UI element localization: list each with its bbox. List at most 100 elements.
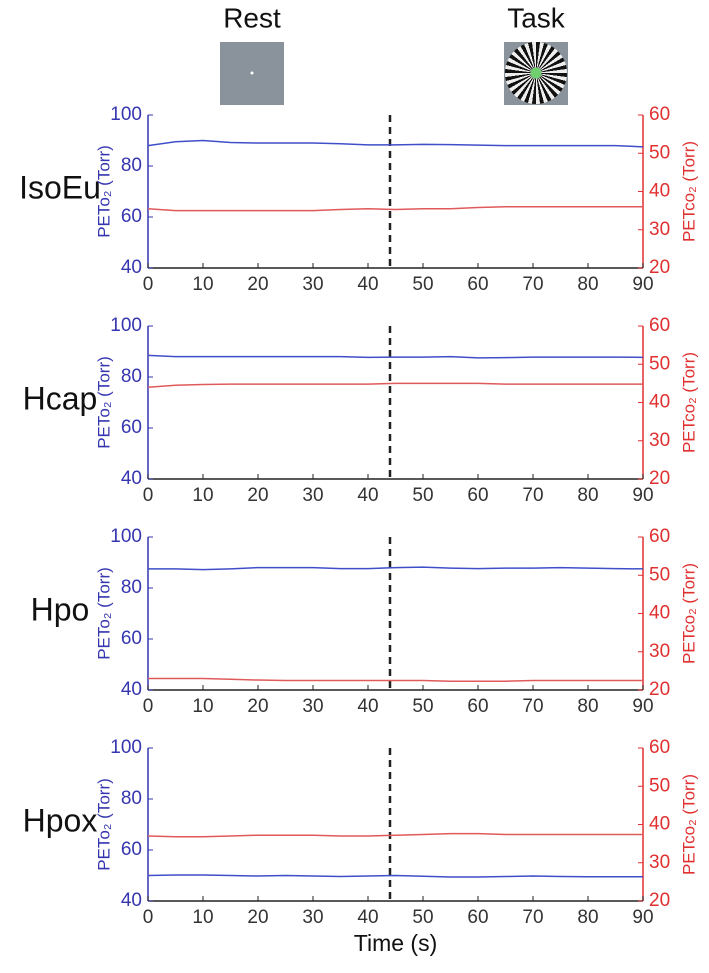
x-tick-label: 80 xyxy=(577,274,598,295)
panel-title: Hcap xyxy=(23,380,98,416)
y-tick-label: 100 xyxy=(110,315,142,336)
x-tick-label: 30 xyxy=(302,274,323,295)
x-tick-label: 20 xyxy=(247,696,268,717)
data-line xyxy=(147,382,643,388)
y2-axis-label: PETco₂ (Torr) xyxy=(679,563,698,664)
y2-tick-label: 60 xyxy=(649,737,670,758)
y2-tick-label: 60 xyxy=(649,104,670,125)
y2-tick-label: 50 xyxy=(649,142,670,163)
x-tick-label: 50 xyxy=(412,274,433,295)
y-tick-label: 60 xyxy=(121,839,142,860)
y2-tick-label: 20 xyxy=(649,468,670,489)
x-tick-label: 30 xyxy=(302,696,323,717)
y-axis-label: PETo₂ (Torr) xyxy=(94,356,113,449)
x-tick-label: 70 xyxy=(522,274,543,295)
x-tick-label: 80 xyxy=(577,907,598,928)
x-tick-label: 0 xyxy=(143,274,154,295)
y-tick-label: 80 xyxy=(121,155,142,176)
y2-tick-label: 60 xyxy=(649,526,670,547)
x-tick-label: 50 xyxy=(412,907,433,928)
x-tick-label: 90 xyxy=(632,485,653,506)
checkerboard xyxy=(505,42,567,104)
y2-axis-label: PETco₂ (Torr) xyxy=(679,352,698,453)
x-tick-label: 10 xyxy=(192,274,213,295)
y2-tick-label: 50 xyxy=(649,775,670,796)
x-tick-label: 40 xyxy=(357,274,378,295)
x-tick-label: 60 xyxy=(467,907,488,928)
x-tick-label: 60 xyxy=(467,485,488,506)
y-tick-label: 40 xyxy=(121,890,142,911)
x-tick-label: 20 xyxy=(247,274,268,295)
y2-tick-label: 30 xyxy=(649,430,670,451)
x-tick-label: 70 xyxy=(522,696,543,717)
x-tick-label: 40 xyxy=(357,485,378,506)
panel-title: IsoEu xyxy=(19,169,101,205)
x-tick-label: 0 xyxy=(143,485,154,506)
fixation-dot xyxy=(250,71,254,75)
x-tick-label: 0 xyxy=(143,907,154,928)
y2-tick-label: 50 xyxy=(649,353,670,374)
x-tick-label: 70 xyxy=(522,485,543,506)
y2-tick-label: 50 xyxy=(649,564,670,585)
y-tick-label: 100 xyxy=(110,104,142,125)
x-tick-label: 50 xyxy=(412,485,433,506)
panel-title: Hpo xyxy=(31,591,90,627)
y-axis-label: PETo₂ (Torr) xyxy=(94,145,113,238)
data-line xyxy=(147,874,643,878)
data-line xyxy=(148,566,644,571)
x-tick-label: 10 xyxy=(192,907,213,928)
x-tick-label: 80 xyxy=(577,696,598,717)
y2-tick-label: 40 xyxy=(649,603,670,624)
y-tick-label: 40 xyxy=(121,468,142,489)
y2-tick-label: 20 xyxy=(649,679,670,700)
annotation: Task xyxy=(507,2,566,33)
x-tick-label: 50 xyxy=(412,696,433,717)
data-line xyxy=(147,139,644,148)
x-tick-label: 10 xyxy=(192,485,213,506)
y2-tick-label: 30 xyxy=(649,219,670,240)
y-tick-label: 80 xyxy=(121,366,142,387)
y-tick-label: 80 xyxy=(121,788,142,809)
x-tick-label: 40 xyxy=(357,907,378,928)
y-tick-label: 60 xyxy=(121,417,142,438)
y2-axis-label: PETco₂ (Torr) xyxy=(679,774,698,875)
y2-axis-label: PETco₂ (Torr) xyxy=(679,141,698,242)
data-line xyxy=(147,206,643,212)
y2-tick-label: 40 xyxy=(649,814,670,835)
y-tick-label: 100 xyxy=(110,737,142,758)
panel-title: Hpox xyxy=(23,802,98,838)
x-tick-label: 30 xyxy=(302,485,323,506)
data-line xyxy=(148,677,643,682)
data-line xyxy=(147,354,644,359)
y2-tick-label: 30 xyxy=(649,852,670,873)
x-tick-label: 20 xyxy=(247,485,268,506)
y-axis-label: PETo₂ (Torr) xyxy=(94,778,113,871)
x-tick-label: 20 xyxy=(247,907,268,928)
y2-tick-label: 20 xyxy=(649,257,670,278)
x-tick-label: 10 xyxy=(192,696,213,717)
y2-tick-label: 30 xyxy=(649,641,670,662)
y-tick-label: 40 xyxy=(121,679,142,700)
x-tick-label: 70 xyxy=(522,907,543,928)
x-tick-label: 0 xyxy=(143,696,154,717)
y-tick-label: 80 xyxy=(121,577,142,598)
y-tick-label: 60 xyxy=(121,206,142,227)
y2-tick-label: 40 xyxy=(649,392,670,413)
y2-tick-label: 40 xyxy=(649,181,670,202)
x-tick-label: 90 xyxy=(632,907,653,928)
y2-tick-label: 20 xyxy=(649,890,670,911)
task-image xyxy=(504,42,568,105)
data-line xyxy=(147,832,643,838)
x-tick-label: 40 xyxy=(357,696,378,717)
y-axis-label: PETo₂ (Torr) xyxy=(94,567,113,660)
y2-tick-label: 60 xyxy=(649,315,670,336)
x-axis-label: Time (s) xyxy=(354,930,437,956)
y-tick-label: 40 xyxy=(121,257,142,278)
y-tick-label: 60 xyxy=(121,628,142,649)
annotation: Rest xyxy=(223,2,281,33)
x-tick-label: 90 xyxy=(632,274,653,295)
x-tick-label: 60 xyxy=(467,274,488,295)
x-tick-label: 30 xyxy=(302,907,323,928)
